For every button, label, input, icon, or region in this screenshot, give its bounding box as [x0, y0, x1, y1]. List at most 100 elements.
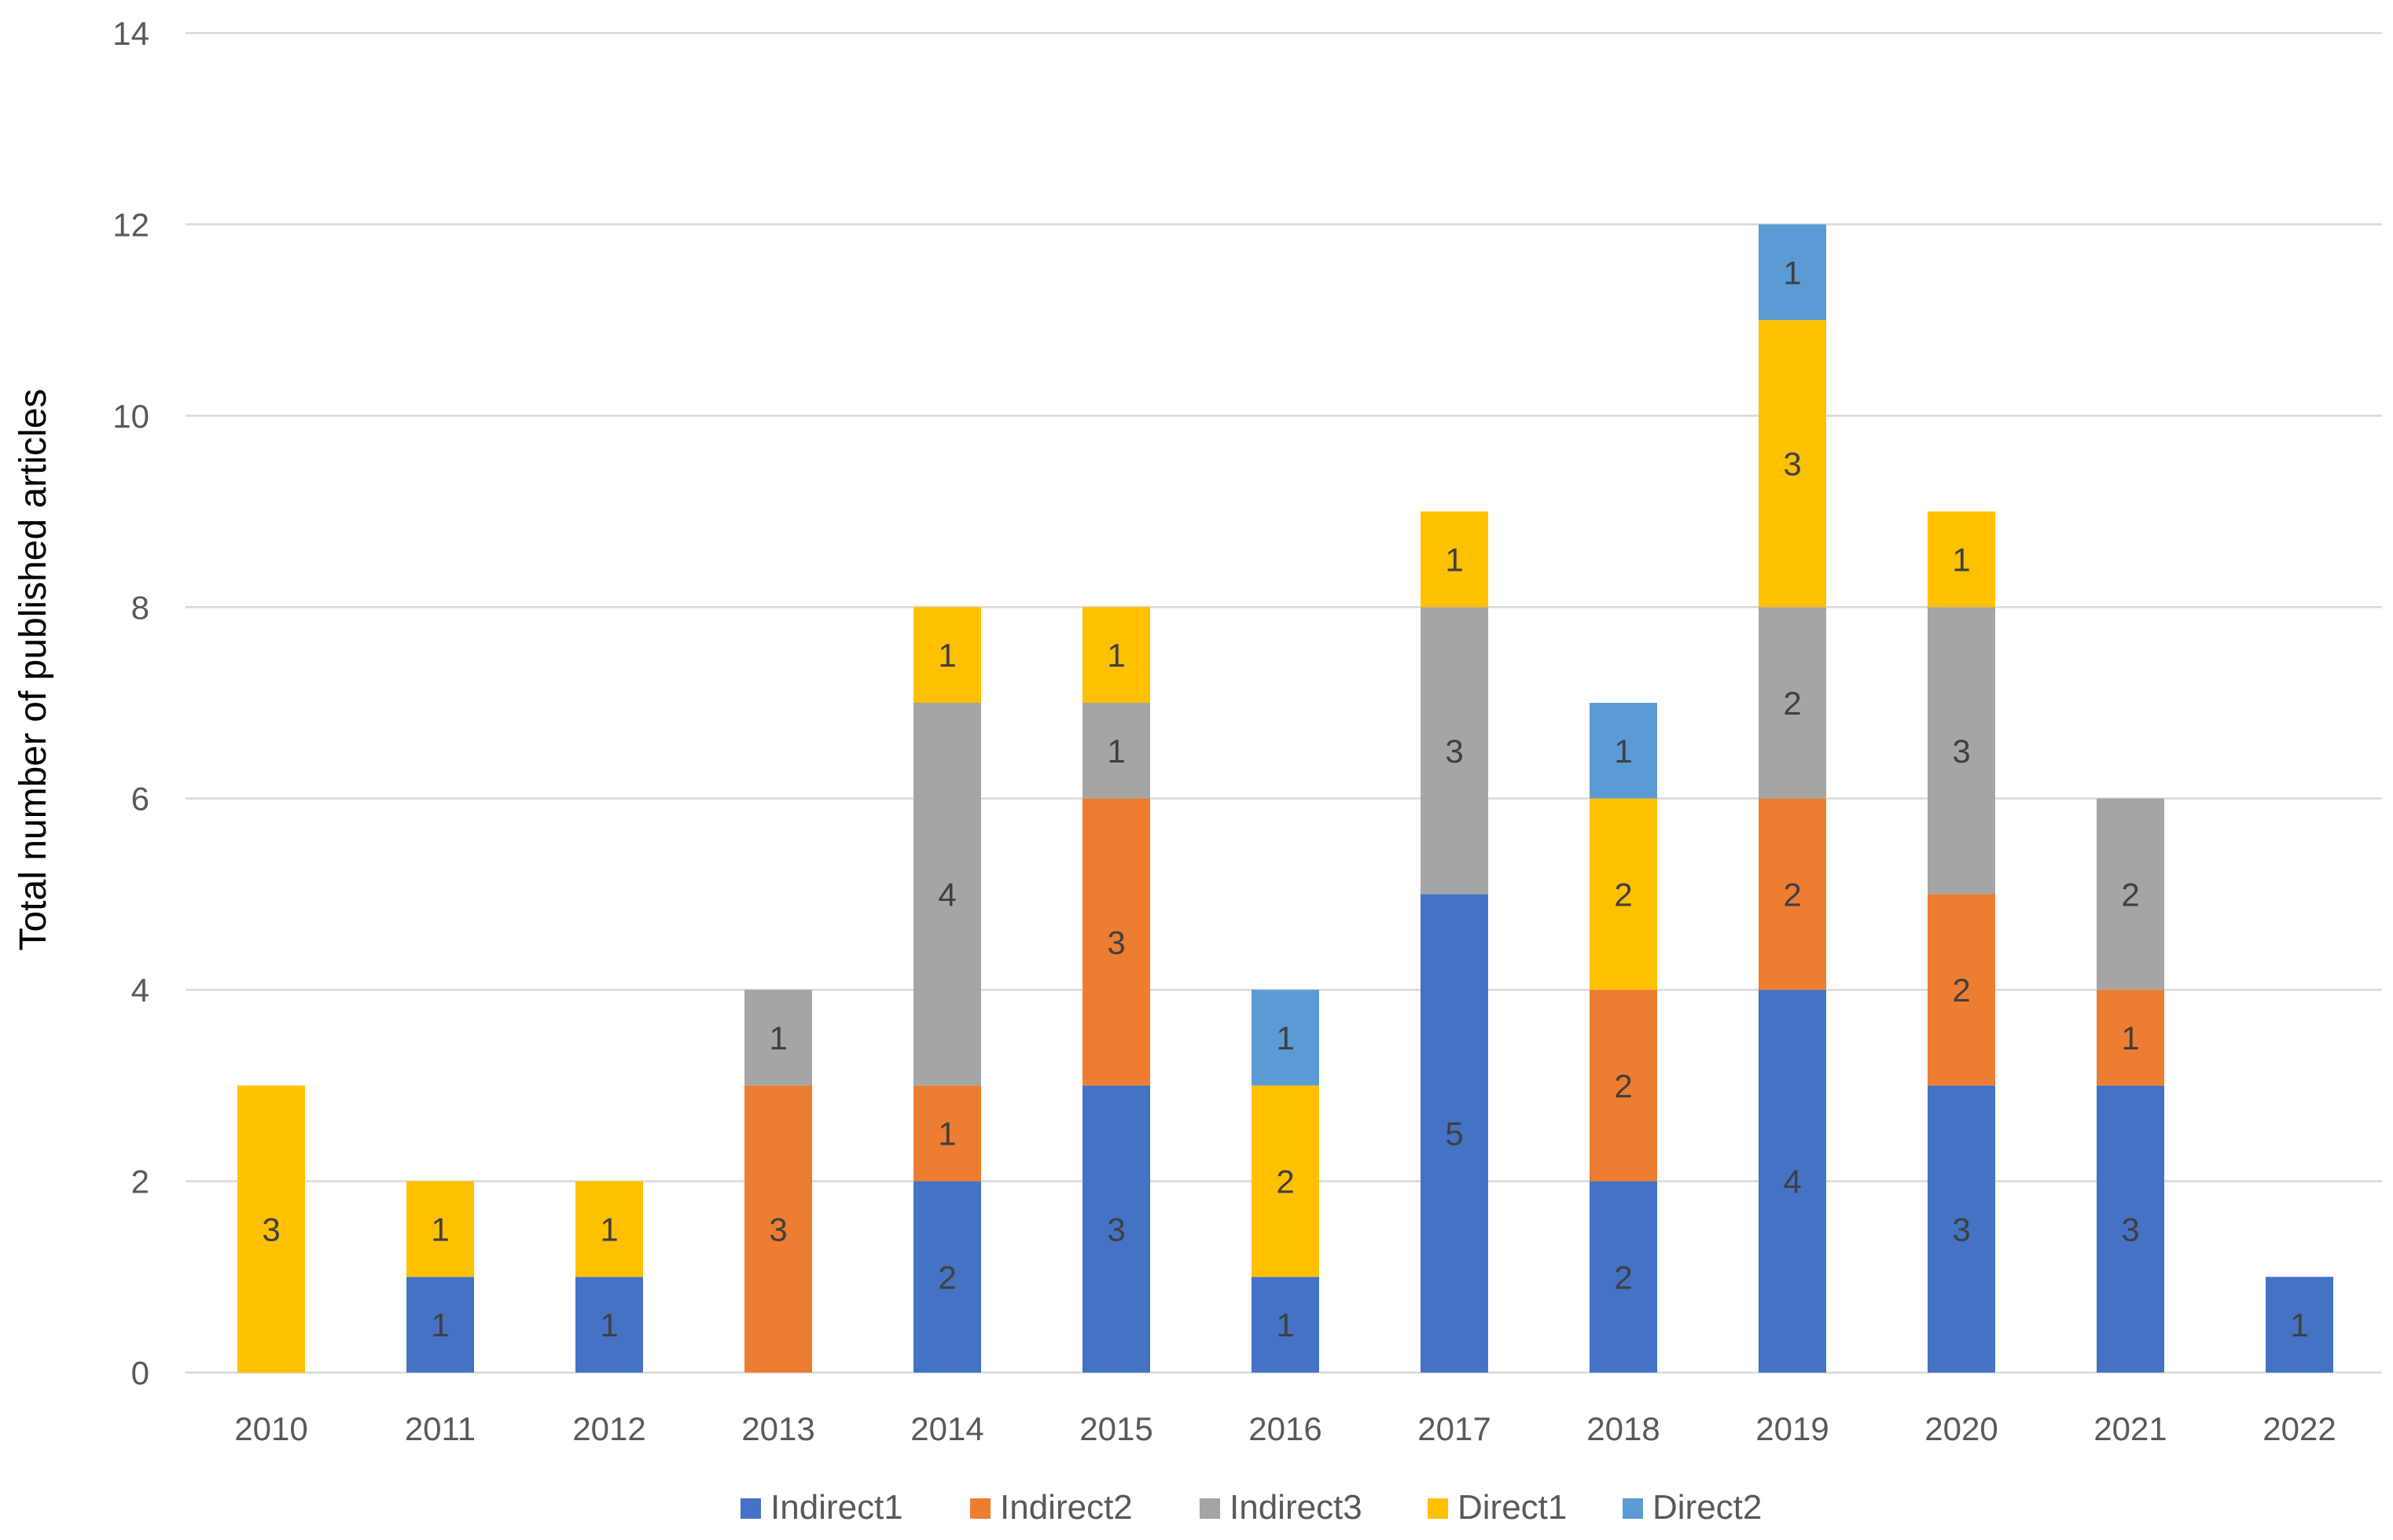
- data-label: 3: [1445, 733, 1463, 770]
- x-tick-label: 2010: [234, 1410, 307, 1447]
- y-tick-label: 14: [112, 15, 149, 52]
- bar-segment-indirect1: [2097, 1085, 2164, 1373]
- x-axis-ticks: 2010 2011 2012 2013 2014 2015 2016 2017 2018 2019…: [234, 1410, 2336, 1447]
- data-label: 2: [1276, 1163, 1294, 1200]
- x-tick-label: 2011: [405, 1410, 476, 1447]
- bar-segment-direct2: [1759, 224, 1826, 321]
- bar-segment-indirect2: [1928, 894, 1995, 1086]
- y-tick-label: 0: [131, 1354, 149, 1391]
- data-label: 2: [1952, 972, 1970, 1009]
- x-tick-label: 2022: [2263, 1410, 2336, 1447]
- data-label: 1: [1952, 541, 1970, 578]
- y-tick-label: 10: [112, 398, 149, 435]
- y-tick-label: 2: [131, 1163, 149, 1200]
- bar-segment-indirect1: [1759, 990, 1826, 1373]
- bar-segment-direct1: [1590, 798, 1657, 991]
- legend: Indirect1 Indirect2 Indirect3 Direct1 Direct…: [741, 1488, 1762, 1527]
- legend-swatch-indirect2: [970, 1498, 991, 1519]
- bar-segment-direct1: [913, 607, 981, 703]
- bar-segment-direct1: [1083, 607, 1150, 703]
- bar-segment-indirect3: [1083, 703, 1150, 799]
- bar-segment-direct1: [1759, 320, 1826, 608]
- bar-segment-direct1: [1252, 1085, 1319, 1277]
- x-tick-label: 2016: [1248, 1410, 1321, 1447]
- data-label: 1: [1614, 733, 1632, 770]
- legend-label: Direct2: [1652, 1488, 1762, 1527]
- bar-segment-indirect1: [575, 1277, 643, 1373]
- data-label: 1: [2290, 1307, 2308, 1343]
- data-label: 2: [1614, 876, 1632, 913]
- bar-segment-direct1: [1928, 511, 1995, 608]
- data-label: 1: [1783, 254, 1801, 291]
- data-label: 1: [769, 1020, 787, 1057]
- x-tick-label: 2018: [1586, 1410, 1660, 1447]
- data-label: 3: [1107, 1211, 1125, 1248]
- data-label: 2: [1783, 685, 1801, 722]
- bars: 3 1 1 1 1 3 1 2 1 4 1 3 3 1 1 1 2 1 5 3 1 2 2 2 1 4 2 2 3 1 3 2 3 1 3 1 2 1: [237, 224, 2333, 1373]
- data-label: 1: [1445, 541, 1463, 578]
- legend-label: Indirect3: [1230, 1488, 1362, 1527]
- y-tick-label: 8: [131, 589, 149, 626]
- bar-segment-indirect1: [406, 1277, 474, 1373]
- data-label: 2: [1783, 876, 1801, 913]
- data-label: 1: [938, 637, 956, 674]
- bar-segment-indirect1: [1421, 894, 1488, 1373]
- data-label: 1: [600, 1307, 618, 1343]
- x-tick-label: 2017: [1417, 1410, 1491, 1447]
- bar-segment-indirect1: [913, 1181, 981, 1373]
- bar-segment-indirect1: [1252, 1277, 1319, 1373]
- data-label: 3: [262, 1211, 280, 1248]
- data-label: 4: [938, 876, 956, 913]
- legend-swatch-direct1: [1428, 1498, 1448, 1519]
- data-label: 1: [938, 1115, 956, 1152]
- data-label: 3: [1107, 924, 1125, 961]
- x-tick-label: 2021: [2093, 1410, 2167, 1447]
- data-label: 2: [1614, 1259, 1632, 1296]
- data-label: 2: [1614, 1068, 1632, 1104]
- x-tick-label: 2013: [741, 1410, 814, 1447]
- bar-segment-indirect1: [1083, 1085, 1150, 1373]
- data-label: 2: [938, 1259, 956, 1296]
- bar-segment-indirect2: [1083, 798, 1150, 1086]
- bar-segment-indirect1: [2266, 1277, 2333, 1373]
- legend-swatch-indirect1: [741, 1498, 761, 1519]
- bar-segment-indirect3: [1759, 607, 1826, 799]
- legend-swatch-direct2: [1623, 1498, 1643, 1519]
- y-tick-label: 6: [131, 781, 149, 818]
- y-tick-label: 4: [131, 972, 149, 1009]
- bar-segment-indirect2: [2097, 990, 2164, 1086]
- bar-segment-indirect3: [1928, 607, 1995, 895]
- bar-segment-indirect2: [1590, 990, 1657, 1182]
- legend-label: Indirect2: [1000, 1488, 1133, 1527]
- legend-label: Indirect1: [770, 1488, 903, 1527]
- bar-segment-indirect2: [1759, 798, 1826, 991]
- data-label: 1: [431, 1307, 449, 1343]
- bar-segment-direct1: [1421, 511, 1488, 608]
- data-label: 5: [1445, 1115, 1463, 1152]
- bar-segment-indirect1: [1928, 1085, 1995, 1373]
- data-label: 1: [600, 1211, 618, 1248]
- data-label: 1: [2121, 1020, 2139, 1057]
- legend-swatch-indirect3: [1200, 1498, 1220, 1519]
- bar-segment-indirect2: [913, 1085, 981, 1182]
- data-label: 1: [431, 1211, 449, 1248]
- data-label: 3: [2121, 1211, 2139, 1248]
- bar-segment-indirect3: [913, 703, 981, 1086]
- bar-segment-direct1: [237, 1085, 305, 1373]
- bar-segment-indirect3: [744, 990, 812, 1086]
- data-label: 1: [1276, 1020, 1294, 1057]
- data-label: 1: [1107, 733, 1125, 770]
- y-tick-label: 12: [112, 206, 149, 243]
- x-tick-label: 2014: [910, 1410, 983, 1447]
- data-label: 4: [1783, 1163, 1801, 1200]
- bar-segment-indirect3: [1421, 607, 1488, 895]
- data-label: 2: [2121, 876, 2139, 913]
- bar-segment-direct2: [1590, 703, 1657, 799]
- legend-label: Direct1: [1457, 1488, 1567, 1527]
- data-label: 3: [1952, 1211, 1970, 1248]
- bar-segment-direct2: [1252, 990, 1319, 1086]
- data-label: 3: [1783, 446, 1801, 483]
- bar-segment-indirect2: [744, 1085, 812, 1373]
